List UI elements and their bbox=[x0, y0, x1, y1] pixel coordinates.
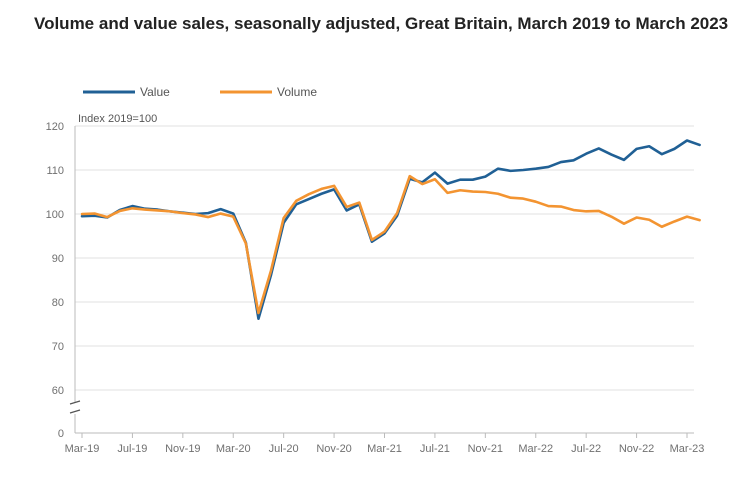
y-tick-label: 100 bbox=[46, 209, 64, 221]
series-line-value bbox=[80, 139, 701, 321]
y-axis-ticks: 0 60 70 80 90 100 110 120 bbox=[46, 121, 64, 440]
y-tick-label: 80 bbox=[52, 297, 64, 309]
legend-label-value: Value bbox=[140, 85, 170, 99]
unit-label: Index 2019=100 bbox=[78, 113, 157, 125]
x-tick-label: Mar-22 bbox=[518, 443, 553, 455]
x-tick-label: Jul-20 bbox=[269, 443, 299, 455]
y-tick-label: 60 bbox=[52, 385, 64, 397]
axis-break-marker bbox=[69, 400, 81, 414]
x-tick-label: Jul-19 bbox=[117, 443, 147, 455]
x-tick-label: Jul-21 bbox=[420, 443, 450, 455]
axes bbox=[69, 126, 694, 434]
chart-title: Volume and value sales, seasonally adjus… bbox=[34, 14, 729, 33]
x-tick-label: Nov-21 bbox=[468, 443, 503, 455]
x-tick-label: Mar-20 bbox=[216, 443, 251, 455]
x-tick-label: Nov-19 bbox=[165, 443, 200, 455]
legend: Value Volume bbox=[83, 85, 317, 99]
series-group bbox=[80, 139, 701, 321]
y-tick-label: 110 bbox=[46, 165, 64, 177]
series-line-volume bbox=[80, 174, 701, 315]
gridlines bbox=[75, 125, 694, 391]
legend-label-volume: Volume bbox=[277, 85, 317, 99]
y-tick-label: 90 bbox=[52, 253, 64, 265]
x-tick-label: Mar-19 bbox=[65, 443, 100, 455]
x-tick-label: Jul-22 bbox=[571, 443, 601, 455]
x-tick-label: Nov-20 bbox=[316, 443, 351, 455]
y-tick-label: 0 bbox=[58, 428, 64, 440]
y-tick-label: 70 bbox=[52, 341, 64, 353]
x-tick-label: Mar-23 bbox=[670, 443, 705, 455]
x-tick-label: Mar-21 bbox=[367, 443, 402, 455]
x-tick-label: Nov-22 bbox=[619, 443, 654, 455]
x-axis-ticks: Mar-19 Jul-19 Nov-19 Mar-20 Jul-20 Nov-20 Mar-… bbox=[65, 433, 705, 455]
y-tick-label: 120 bbox=[46, 121, 64, 133]
